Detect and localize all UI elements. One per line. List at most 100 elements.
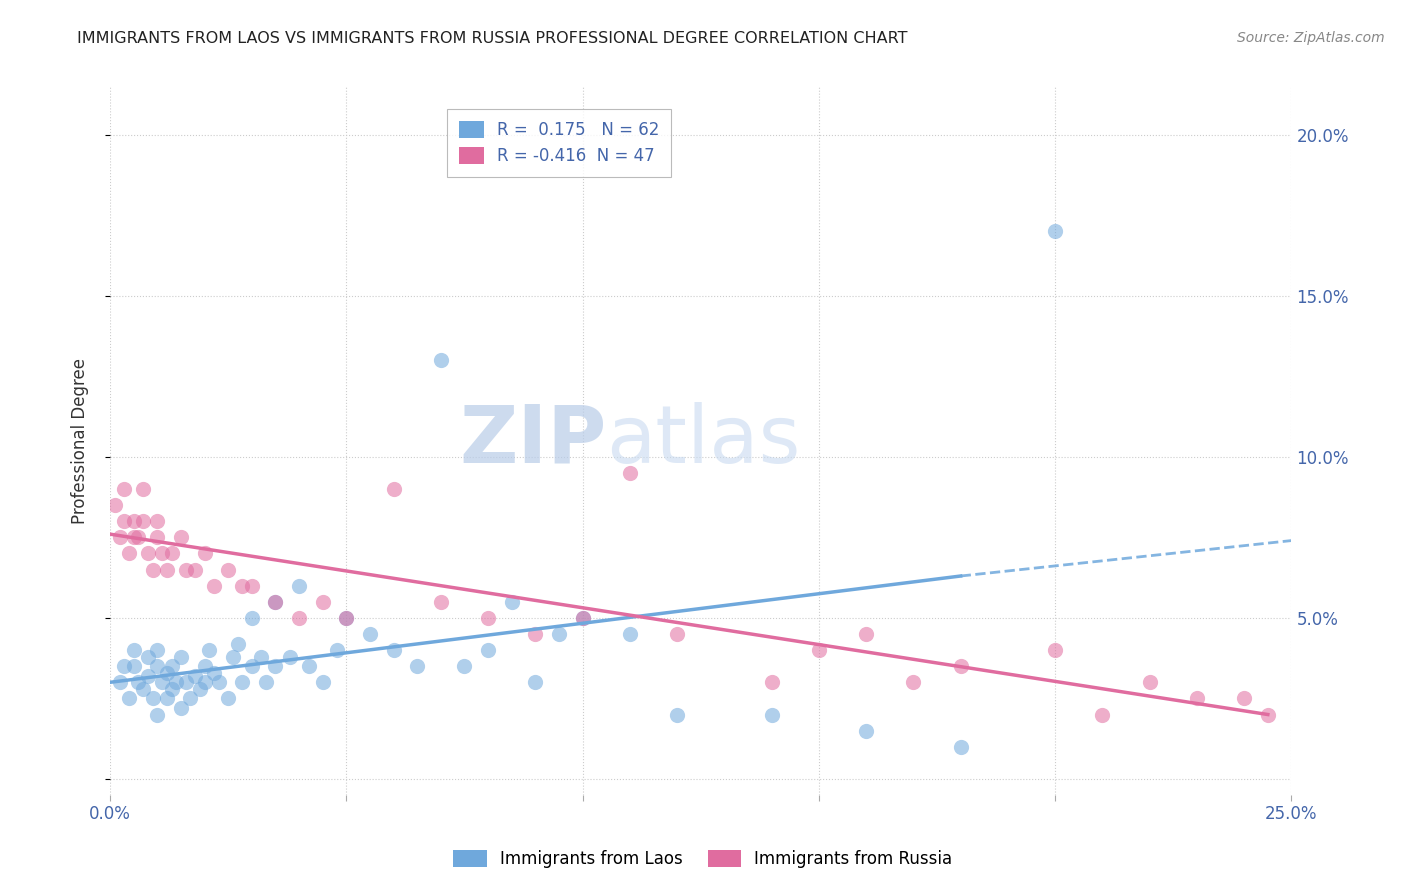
Point <box>194 659 217 673</box>
Point <box>112 659 135 673</box>
Point <box>122 514 145 528</box>
Point <box>855 723 877 738</box>
Point <box>136 669 159 683</box>
Point <box>217 691 239 706</box>
Point <box>112 514 135 528</box>
Point <box>807 643 830 657</box>
Point <box>264 659 287 673</box>
Point <box>160 659 183 673</box>
Point <box>619 466 641 480</box>
Point <box>174 563 197 577</box>
Point <box>202 665 225 680</box>
Point <box>382 643 405 657</box>
Point <box>571 611 593 625</box>
Point <box>903 675 925 690</box>
Point <box>136 649 159 664</box>
Point <box>571 611 593 625</box>
Point <box>198 643 221 657</box>
Point <box>118 546 141 560</box>
Point <box>150 546 173 560</box>
Point <box>194 546 217 560</box>
Point <box>226 637 249 651</box>
Point <box>1233 691 1256 706</box>
Point <box>1139 675 1161 690</box>
Point <box>231 579 253 593</box>
Point <box>202 579 225 593</box>
Point <box>1257 707 1279 722</box>
Point <box>855 627 877 641</box>
Point <box>240 611 263 625</box>
Point <box>666 707 689 722</box>
Point <box>524 627 547 641</box>
Point <box>240 659 263 673</box>
Point <box>524 675 547 690</box>
Point <box>156 691 179 706</box>
Point <box>406 659 429 673</box>
Text: Source: ZipAtlas.com: Source: ZipAtlas.com <box>1237 31 1385 45</box>
Point <box>174 675 197 690</box>
Text: IMMIGRANTS FROM LAOS VS IMMIGRANTS FROM RUSSIA PROFESSIONAL DEGREE CORRELATION C: IMMIGRANTS FROM LAOS VS IMMIGRANTS FROM … <box>77 31 908 46</box>
Point <box>949 739 972 754</box>
Point <box>761 675 783 690</box>
Point <box>430 353 453 368</box>
Point <box>288 579 311 593</box>
Point <box>146 659 169 673</box>
Point <box>132 681 155 696</box>
Point <box>477 643 499 657</box>
Text: ZIP: ZIP <box>458 401 606 480</box>
Point <box>170 530 193 544</box>
Point <box>146 530 169 544</box>
Point <box>146 707 169 722</box>
Point <box>112 482 135 496</box>
Point <box>156 665 179 680</box>
Point <box>335 611 357 625</box>
Point <box>127 530 149 544</box>
Point <box>666 627 689 641</box>
Point <box>430 595 453 609</box>
Point <box>312 675 335 690</box>
Point <box>297 659 319 673</box>
Point <box>217 563 239 577</box>
Legend: Immigrants from Laos, Immigrants from Russia: Immigrants from Laos, Immigrants from Ru… <box>447 843 959 875</box>
Point <box>122 643 145 657</box>
Point <box>122 659 145 673</box>
Point <box>160 681 183 696</box>
Point <box>382 482 405 496</box>
Point <box>179 691 201 706</box>
Point <box>254 675 277 690</box>
Point <box>231 675 253 690</box>
Point <box>312 595 335 609</box>
Point <box>170 701 193 715</box>
Point <box>184 669 207 683</box>
Text: atlas: atlas <box>606 401 800 480</box>
Point <box>240 579 263 593</box>
Point <box>118 691 141 706</box>
Point <box>122 530 145 544</box>
Point <box>150 675 173 690</box>
Point <box>132 514 155 528</box>
Point <box>132 482 155 496</box>
Point <box>949 659 972 673</box>
Point <box>165 675 187 690</box>
Point <box>136 546 159 560</box>
Point <box>453 659 475 673</box>
Point <box>619 627 641 641</box>
Point <box>108 675 131 690</box>
Legend: R =  0.175   N = 62, R = -0.416  N = 47: R = 0.175 N = 62, R = -0.416 N = 47 <box>447 109 671 177</box>
Point <box>1185 691 1208 706</box>
Point <box>146 643 169 657</box>
Point <box>156 563 179 577</box>
Point <box>104 498 127 512</box>
Point <box>264 595 287 609</box>
Point <box>160 546 183 560</box>
Point <box>548 627 571 641</box>
Point <box>127 675 149 690</box>
Point <box>761 707 783 722</box>
Point <box>501 595 523 609</box>
Point <box>184 563 207 577</box>
Point <box>142 563 165 577</box>
Point <box>278 649 301 664</box>
Point <box>188 681 211 696</box>
Point <box>146 514 169 528</box>
Point <box>359 627 381 641</box>
